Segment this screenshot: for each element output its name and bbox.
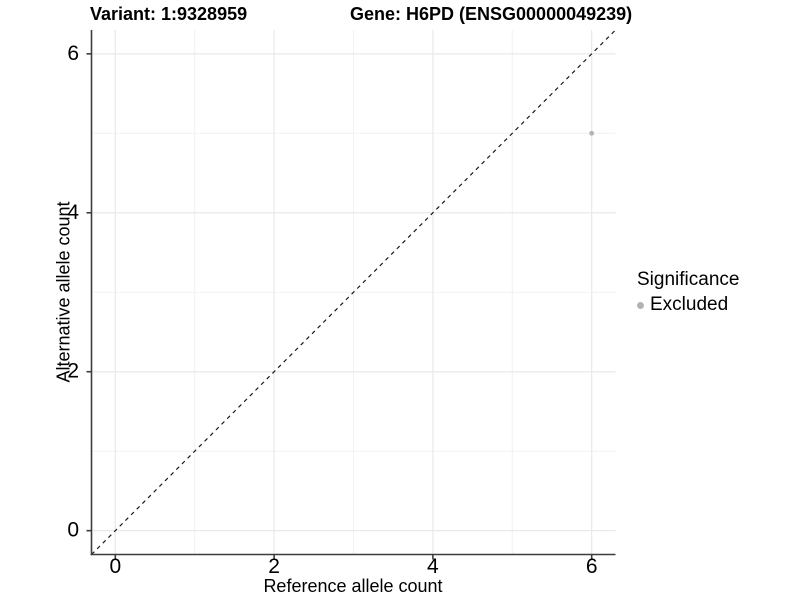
legend-item-label: Excluded	[650, 294, 729, 315]
x-tick-label: 4	[427, 555, 439, 578]
x-axis-title: Reference allele count	[263, 576, 443, 596]
x-tick-label: 6	[586, 555, 598, 578]
legend: Significance Excluded	[637, 269, 739, 316]
y-tick-label: 2	[67, 360, 79, 383]
y-tick-label: 4	[67, 201, 79, 224]
y-axis-title: Alternative allele count	[53, 201, 74, 383]
y-tick-label: 0	[67, 519, 79, 542]
legend-point-icon	[637, 301, 644, 309]
legend-item-excluded: Excluded	[637, 294, 739, 316]
identity-line	[91, 29, 616, 555]
variant-title: Variant: 1:9328959	[90, 4, 248, 24]
legend-title: Significance	[637, 269, 740, 290]
x-tick-label: 2	[268, 555, 280, 578]
x-tick-label: 0	[109, 555, 121, 578]
data-point	[589, 130, 595, 136]
gene-title: Gene: H6PD (ENSG00000049239)	[350, 4, 633, 24]
y-tick-label: 6	[67, 42, 79, 65]
